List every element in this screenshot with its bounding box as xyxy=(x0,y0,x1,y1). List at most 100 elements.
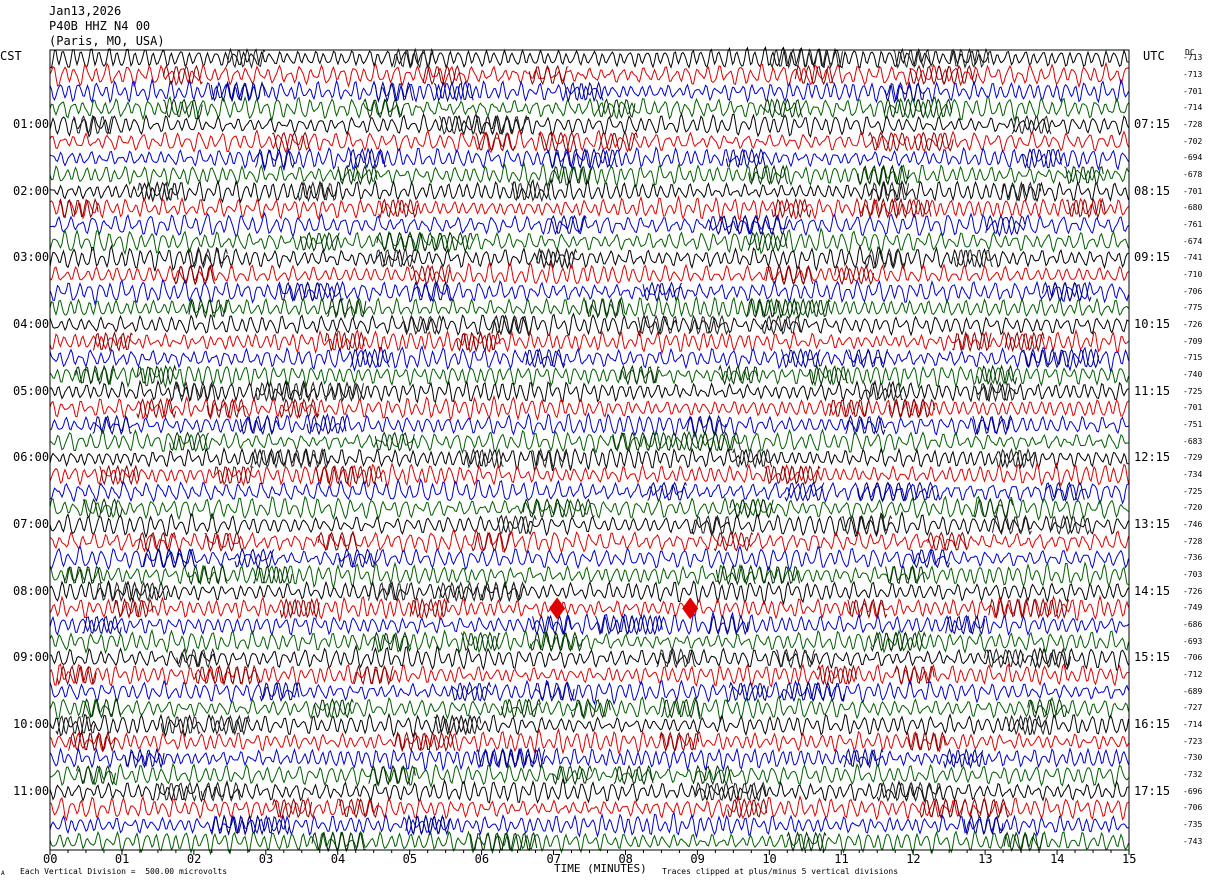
trace-overlay xyxy=(252,566,293,584)
trace-overlay xyxy=(1066,197,1106,219)
trace-line xyxy=(49,727,1129,755)
trace-overlay xyxy=(725,147,766,169)
trace-overlay xyxy=(985,214,1026,235)
dc-offset-label: -683 xyxy=(1183,436,1203,446)
plot-frame xyxy=(49,49,1130,851)
trace-overlay xyxy=(943,747,984,770)
trace-overlay xyxy=(324,330,365,353)
plot-border xyxy=(49,49,1130,851)
trace-overlay xyxy=(339,798,380,819)
trace-overlay xyxy=(692,764,733,786)
header-station: P40B HHZ N4 00 xyxy=(49,19,151,33)
trace-overlay xyxy=(563,81,604,103)
dc-offset-label: -741 xyxy=(1183,253,1203,263)
trace-overlay xyxy=(780,465,821,485)
trace-line xyxy=(49,94,1129,123)
dc-offset-label: -693 xyxy=(1183,636,1203,646)
trace-overlay xyxy=(790,297,831,319)
trace-line xyxy=(49,211,1129,239)
trace-overlay xyxy=(81,698,122,719)
trace-overlay xyxy=(715,564,756,586)
cst-hour-label: 11:00 xyxy=(13,783,50,798)
trace-overlay xyxy=(363,97,404,119)
trace-overlay xyxy=(409,597,450,620)
utc-hour-label: 12:15 xyxy=(1134,450,1171,465)
trace-overlay xyxy=(1049,514,1090,536)
trace-line xyxy=(49,528,1129,555)
trace-overlay xyxy=(95,581,136,603)
trace-overlay xyxy=(410,264,451,286)
trace-overlay xyxy=(299,231,340,252)
trace-overlay xyxy=(656,648,697,669)
trace-line xyxy=(49,295,1129,318)
trace-overlay xyxy=(497,747,538,770)
trace-overlay xyxy=(213,466,254,484)
x-tick-label: 01 xyxy=(114,852,130,866)
trace-overlay xyxy=(441,714,482,736)
cst-hour-label: 04:00 xyxy=(13,317,50,331)
trace-overlay xyxy=(522,498,563,518)
trace-overlay xyxy=(912,98,953,119)
trace-line xyxy=(49,379,1129,404)
dc-offset-label: -702 xyxy=(1183,136,1203,146)
trace-overlay xyxy=(254,148,295,169)
trace-overlay xyxy=(888,397,929,419)
utc-hour-label: 08:15 xyxy=(1134,183,1171,198)
dc-offset-label: -746 xyxy=(1183,520,1203,529)
trace-overlay xyxy=(139,181,179,203)
trace-overlay xyxy=(220,664,261,686)
x-tick-label: 03 xyxy=(258,852,274,866)
trace-overlay xyxy=(156,548,197,569)
dc-offset-label: -727 xyxy=(1183,703,1203,713)
dc-offset-label: -725 xyxy=(1183,386,1203,396)
trace-overlay xyxy=(387,231,427,253)
trace-overlay xyxy=(326,297,367,319)
trace-overlay xyxy=(162,98,203,119)
x-tick-label: 04 xyxy=(330,852,346,866)
trace-overlay xyxy=(804,681,845,702)
trace-overlay xyxy=(82,498,123,518)
trace-overlay xyxy=(349,348,390,369)
trace-overlay xyxy=(375,249,415,268)
trace-overlay xyxy=(439,581,480,603)
trace-overlay xyxy=(99,464,140,486)
trace-line xyxy=(49,328,1129,355)
dc-offset-label: -728 xyxy=(1183,120,1203,129)
dc-offset-label: -712 xyxy=(1183,670,1203,679)
trace-overlay xyxy=(528,64,569,86)
trace-overlay xyxy=(175,264,216,286)
trace-overlay xyxy=(578,147,619,169)
trace-overlay xyxy=(491,314,532,336)
trace-overlay xyxy=(210,714,251,736)
dc-offset-label: -674 xyxy=(1183,236,1203,246)
trace-overlay xyxy=(175,381,216,403)
trace-line xyxy=(49,365,1129,390)
trace-overlay xyxy=(863,380,904,403)
x-tick-label: 00 xyxy=(43,852,58,866)
trace-overlay xyxy=(898,481,939,502)
trace-overlay xyxy=(1021,147,1062,169)
dc-offset-label: -732 xyxy=(1183,770,1203,779)
trace-line xyxy=(49,146,1129,172)
trace-overlay xyxy=(864,247,905,269)
trace-overlay xyxy=(311,831,352,853)
trace-line xyxy=(49,128,1129,154)
trace-line xyxy=(49,394,1129,422)
trace-overlay xyxy=(249,814,290,836)
trace-overlay xyxy=(919,798,960,819)
trace-overlay xyxy=(858,197,899,219)
trace-overlay xyxy=(718,364,759,386)
trace-overlay xyxy=(1029,647,1070,669)
dc-offset-label: -680 xyxy=(1183,203,1203,213)
trace-overlay xyxy=(488,114,529,136)
trace-overlay xyxy=(727,798,768,819)
trace-overlay xyxy=(393,47,434,69)
trace-overlay xyxy=(433,231,473,253)
utc-hour-label: 15:15 xyxy=(1134,650,1171,665)
trace-line xyxy=(49,644,1129,671)
trace-overlay xyxy=(552,764,593,786)
trace-overlay xyxy=(501,698,541,719)
trace-overlay xyxy=(210,814,250,836)
dc-offset-label: -715 xyxy=(1183,353,1203,363)
trace-line xyxy=(49,712,1129,739)
